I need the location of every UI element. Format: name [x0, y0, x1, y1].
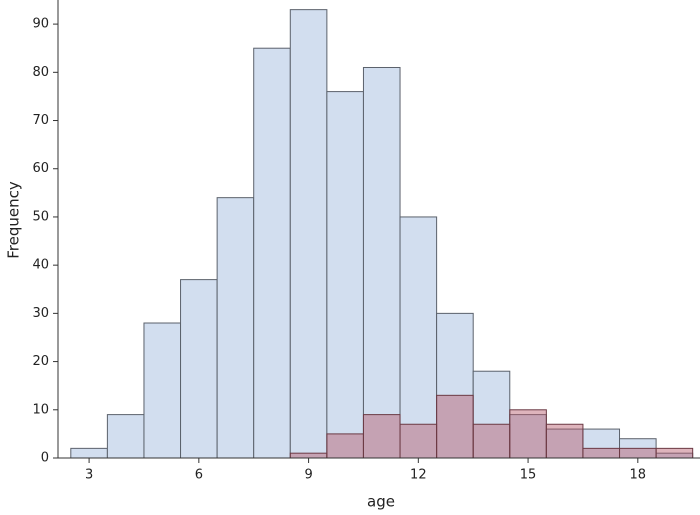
- bar: [143, 322, 182, 459]
- bar: [362, 414, 401, 459]
- bar: [472, 423, 511, 459]
- y-tick-label: 0: [41, 451, 49, 466]
- bar: [362, 66, 401, 459]
- bar: [180, 279, 218, 459]
- x-tick-label: 12: [410, 468, 427, 483]
- bar: [436, 394, 474, 459]
- bar: [582, 447, 621, 459]
- y-tick-label: 80: [32, 65, 49, 80]
- y-tick-label: 50: [32, 209, 49, 224]
- y-tick-label: 90: [32, 17, 49, 32]
- bar: [655, 447, 694, 459]
- bar: [289, 9, 328, 459]
- bar: [106, 414, 145, 459]
- bar: [436, 312, 474, 459]
- x-tick-label: 3: [85, 468, 93, 483]
- y-axis-label: Frequency: [5, 181, 23, 259]
- bar: [216, 197, 255, 459]
- x-axis-label: age: [367, 493, 395, 511]
- bar: [326, 91, 364, 459]
- y-tick-label: 20: [32, 354, 49, 369]
- bar: [619, 447, 657, 459]
- bar: [509, 409, 547, 459]
- bar: [70, 447, 108, 459]
- x-tick-label: 18: [630, 468, 647, 483]
- bar: [253, 47, 291, 459]
- y-tick-label: 10: [32, 402, 49, 417]
- x-tick-label: 6: [195, 468, 203, 483]
- y-tick-label: 60: [32, 161, 49, 176]
- y-tick-label: 40: [32, 258, 49, 273]
- bar: [289, 452, 328, 459]
- bar: [472, 370, 511, 459]
- y-tick-label: 30: [32, 306, 49, 321]
- bar: [326, 433, 364, 459]
- y-tick-label: 70: [32, 113, 49, 128]
- x-tick-label: 15: [520, 468, 537, 483]
- bar: [399, 216, 438, 459]
- bar: [545, 423, 584, 459]
- bar: [399, 423, 438, 459]
- x-tick-label: 9: [304, 468, 312, 483]
